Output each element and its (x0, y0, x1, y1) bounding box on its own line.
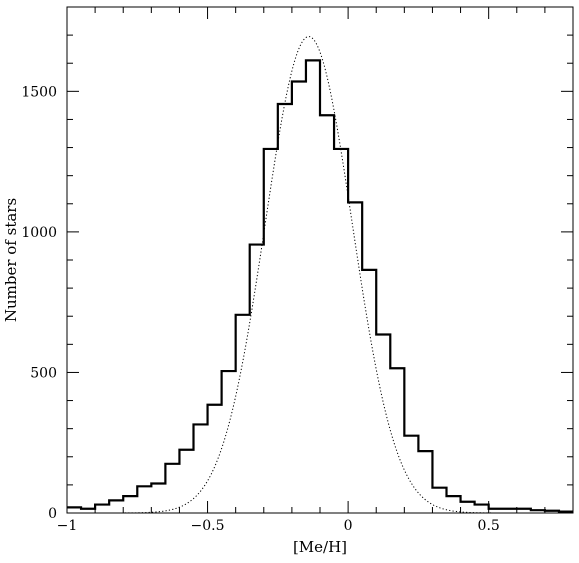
y-tick-label: 1000 (21, 225, 57, 241)
y-tick-label: 0 (48, 506, 57, 522)
y-axis-label: Number of stars (2, 198, 20, 322)
axis-ticks (66, 6, 574, 514)
tick-labels: −1 −0.5 0 0.5 0 500 1000 1500 (21, 84, 499, 534)
y-tick-label: 1500 (21, 84, 57, 100)
y-tick-label: 500 (30, 365, 57, 381)
x-tick-label: 0 (344, 518, 353, 534)
histogram-step-line (67, 59, 573, 513)
x-tick-label: 0.5 (478, 518, 500, 534)
x-tick-label: −0.5 (191, 518, 225, 534)
x-tick-label: −1 (57, 518, 78, 534)
x-axis-label: [Me/H] (293, 538, 347, 556)
